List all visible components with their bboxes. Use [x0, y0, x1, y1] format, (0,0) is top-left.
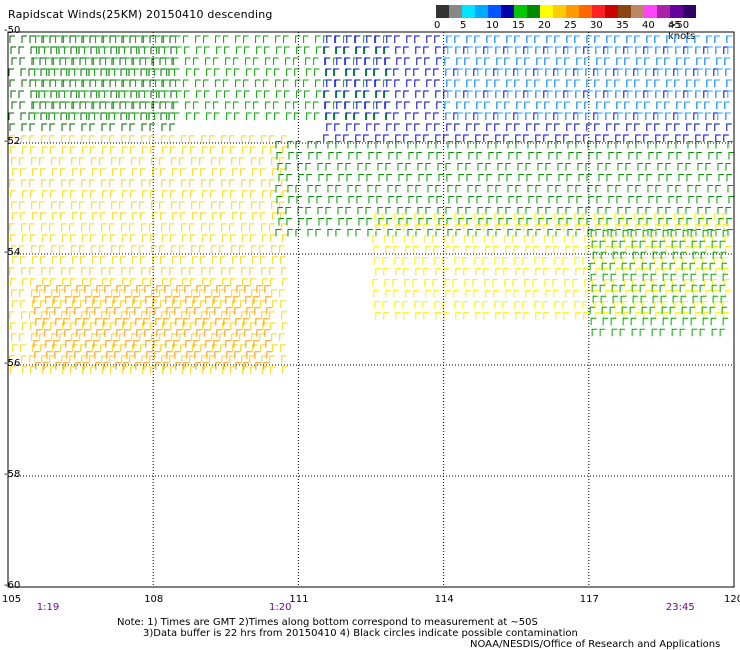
legend-tick-label: 15 — [512, 20, 525, 31]
wind-region-yellow-west — [9, 135, 288, 374]
legend-swatch — [657, 5, 670, 18]
latitude-label: -60 — [4, 580, 21, 591]
legend-swatch — [618, 5, 631, 18]
legend-swatch — [553, 5, 566, 18]
legend-swatch — [527, 5, 540, 18]
longitude-label: 117 — [579, 594, 599, 605]
legend-unit-label: >50 knots — [668, 20, 696, 42]
legend-tick-label: 40 — [642, 20, 655, 31]
longitude-label: 114 — [434, 594, 454, 605]
legend-swatch — [579, 5, 592, 18]
latitude-label: -50 — [4, 25, 21, 36]
legend-swatch — [644, 5, 657, 18]
legend-swatch — [683, 5, 696, 18]
wind-barbs — [8, 35, 734, 374]
wind-speed-legend: 0 5 10 15 20 25 30 35 40 45 >50 knots — [434, 5, 696, 42]
legend-swatch — [514, 5, 527, 18]
legend-tick-label: 30 — [590, 20, 603, 31]
latitude-label: -56 — [4, 358, 21, 369]
legend-swatch — [605, 5, 618, 18]
legend-swatch — [501, 5, 514, 18]
note-line-2: 3)Data buffer is 22 hrs from 20150410 4)… — [143, 628, 578, 639]
time-label: 23:45 — [665, 602, 695, 613]
legend-swatch — [462, 5, 475, 18]
legend-swatch — [566, 5, 579, 18]
legend-tick-label: 5 — [460, 20, 467, 31]
legend-swatch — [592, 5, 605, 18]
latitude-label: -58 — [4, 469, 21, 480]
longitude-label: 120 — [724, 594, 740, 605]
legend-tick-label: 10 — [486, 20, 499, 31]
note-line-1: Note: 1) Times are GMT 2)Times along bot… — [117, 617, 538, 628]
wind-region-dark-green-nw — [8, 35, 177, 131]
latitude-label: -52 — [4, 136, 21, 147]
wind-region-cyan-ne — [444, 35, 733, 120]
wind-region-orange-west — [33, 285, 272, 370]
plot-frame — [7, 31, 735, 588]
legend-swatch — [631, 5, 644, 18]
legend-swatch — [540, 5, 553, 18]
grid-lines — [8, 32, 734, 587]
legend-tick-label: 35 — [616, 20, 629, 31]
legend-tick-label: 20 — [538, 20, 551, 31]
wind-region-green-se — [589, 229, 729, 337]
longitude-label: 111 — [289, 594, 309, 605]
legend-swatch — [436, 5, 449, 18]
legend-tick-labels: 0 5 10 15 20 25 30 35 40 45 >50 knots — [434, 18, 696, 42]
latitude-label: -54 — [4, 247, 21, 258]
longitude-label: 105 — [2, 594, 22, 605]
wind-region-green-north — [33, 35, 392, 120]
credit-line: NOAA/NESDIS/Office of Research and Appli… — [470, 639, 721, 650]
legend-swatch — [475, 5, 488, 18]
longitude-label: 108 — [144, 594, 164, 605]
legend-swatch — [449, 5, 462, 18]
map-title: Rapidscat Winds(25KM) 20150410 descendin… — [8, 8, 273, 21]
time-label: 1:20 — [269, 602, 292, 613]
wind-region-green-mid — [275, 140, 734, 237]
legend-tick-label: 45 — [668, 20, 681, 31]
legend-tick-label: 25 — [564, 20, 577, 31]
legend-swatch — [488, 5, 501, 18]
legend-color-bar — [436, 5, 696, 18]
wind-region-yellow-east — [372, 213, 731, 320]
legend-swatch — [670, 5, 683, 18]
time-label: 1:19 — [36, 602, 60, 613]
legend-tick-label: 0 — [434, 20, 441, 31]
